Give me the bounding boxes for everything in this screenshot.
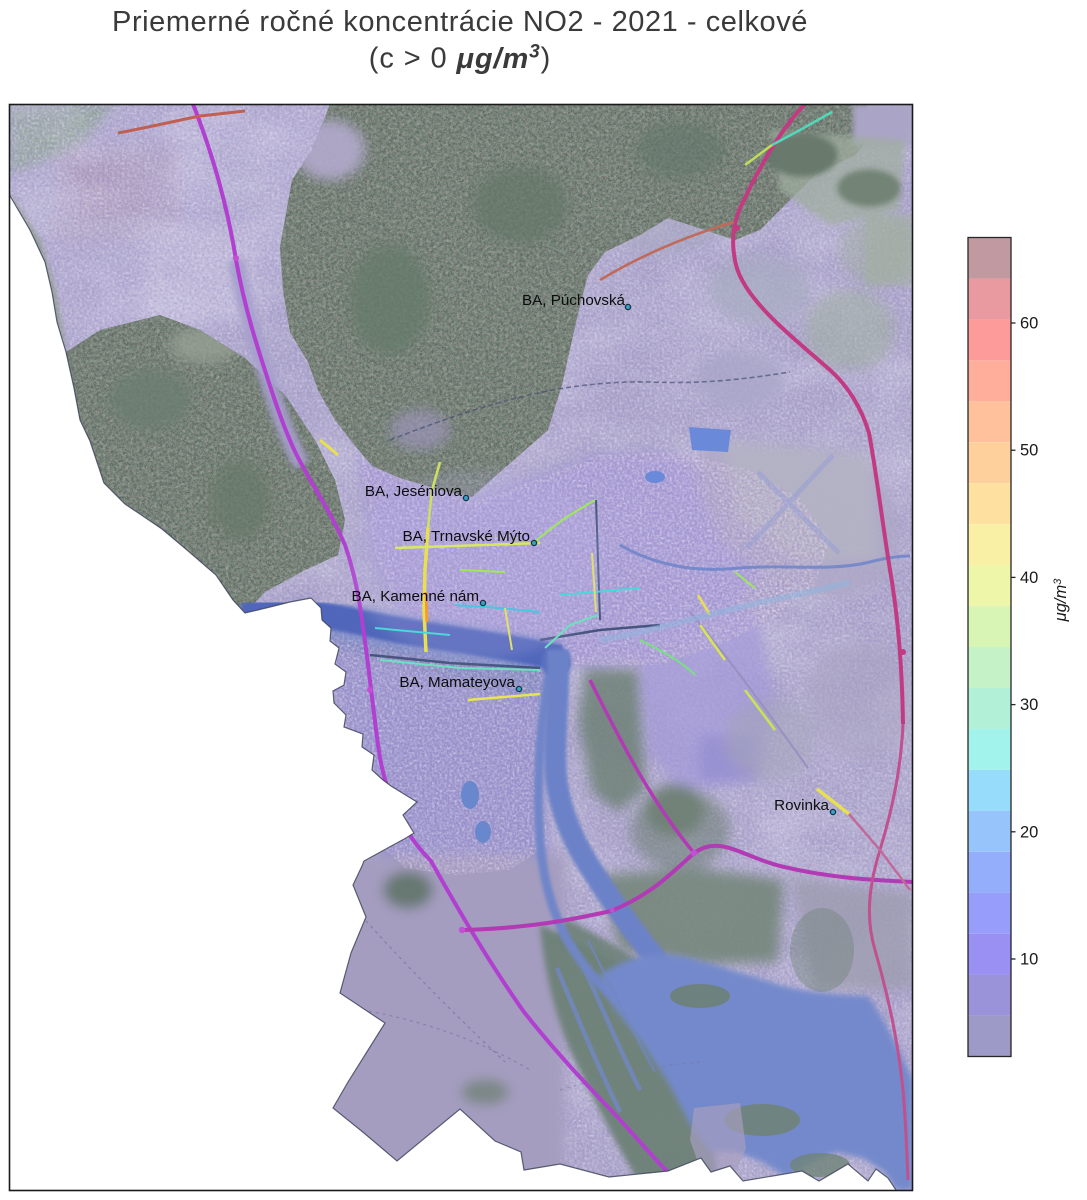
svg-text:60: 60 [1020,315,1038,333]
svg-text:10: 10 [1020,951,1038,969]
svg-text:30: 30 [1020,696,1038,714]
svg-text:BA, Mamateyova: BA, Mamateyova [399,674,515,691]
svg-text:BA, Kamenné nám: BA, Kamenné nám [352,588,479,605]
svg-text:μg/m3: μg/m3 [1052,578,1070,623]
svg-text:BA, Jeséniova: BA, Jeséniova [365,483,463,500]
svg-text:BA, Púchovská: BA, Púchovská [522,292,626,309]
svg-text:BA, Trnavské Mýto: BA, Trnavské Mýto [403,528,530,545]
svg-text:40: 40 [1020,569,1038,587]
svg-text:50: 50 [1020,442,1038,460]
svg-text:Rovinka: Rovinka [774,797,829,814]
svg-text:20: 20 [1020,823,1038,841]
